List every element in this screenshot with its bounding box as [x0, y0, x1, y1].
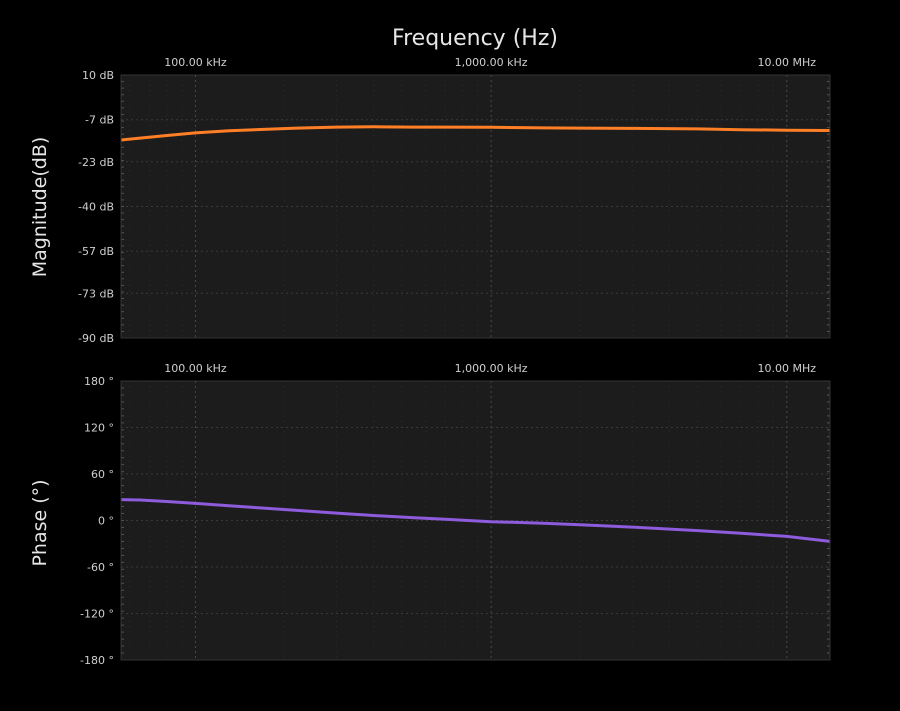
magnitude-y-tick-label: -7 dB — [85, 114, 114, 127]
magnitude-series-line — [120, 125, 831, 142]
phase-y-tick-label: -60 ° — [87, 561, 114, 574]
phase-y-tick-label: 180 ° — [84, 375, 114, 388]
magnitude-axis-label: Magnitude(dB) — [29, 137, 51, 278]
magnitude-y-tick-label: -40 dB — [78, 201, 114, 214]
magnitude-x-tick-label: 100.00 kHz — [164, 56, 227, 69]
phase-y-tick-label: -120 ° — [80, 608, 114, 621]
magnitude-panel: 10 dB -7 dB -23 dB -40 dB -57 dB -73 dB -90 dB… — [78, 56, 831, 345]
magnitude-y-tick-label: -23 dB — [78, 156, 114, 169]
magnitude-plot-border — [120, 74, 831, 339]
phase-y-tick-label: 0 ° — [98, 515, 114, 528]
chart-title: Frequency (Hz) — [392, 26, 558, 51]
magnitude-x-tick-label: 1,000.00 kHz — [455, 56, 528, 69]
magnitude-x-tick-label: 10.00 MHz — [758, 56, 817, 69]
magnitude-y-tick-label: 10 dB — [82, 69, 114, 82]
phase-y-tick-label: 60 ° — [91, 468, 114, 481]
magnitude-y-tick-label: -90 dB — [78, 332, 114, 345]
magnitude-y-tick-label: -73 dB — [78, 287, 114, 300]
phase-plot-border — [120, 380, 831, 661]
phase-x-tick-label: 10.00 MHz — [758, 362, 817, 375]
phase-y-tick-label: 120 ° — [84, 422, 114, 435]
phase-axis-label: Phase (°) — [29, 479, 51, 566]
phase-x-tick-label: 1,000.00 kHz — [455, 362, 528, 375]
phase-y-tick-label: -180 ° — [80, 654, 114, 667]
phase-panel: 180 ° 120 ° 60 ° 0 ° -60 ° -120 ° -180 ° 100.00… — [80, 362, 831, 667]
magnitude-y-tick-label: -57 dB — [78, 245, 114, 258]
phase-series-line — [120, 498, 831, 543]
phase-x-tick-label: 100.00 kHz — [164, 362, 227, 375]
